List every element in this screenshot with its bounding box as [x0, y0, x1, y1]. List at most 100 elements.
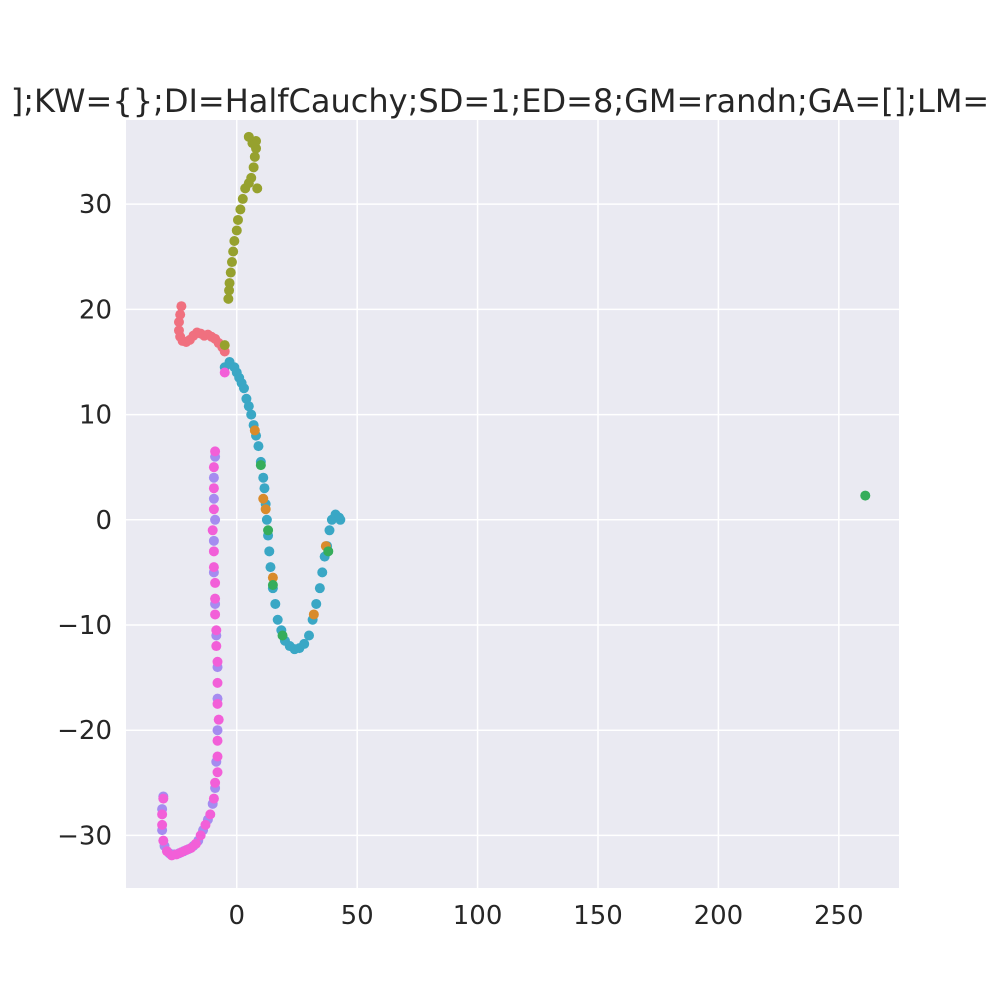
y-tick-label: −10	[57, 611, 112, 641]
data-point	[207, 525, 218, 536]
y-tick-label: 10	[79, 401, 112, 431]
data-point	[211, 641, 222, 652]
data-point	[211, 625, 222, 636]
data-point	[258, 493, 269, 504]
y-axis-ticks: −30 −20 −10 0 10 20 30	[57, 190, 112, 851]
data-point	[219, 340, 230, 351]
data-point	[157, 819, 168, 830]
x-tick-label: 200	[694, 901, 744, 931]
data-point	[238, 383, 249, 394]
series-4	[255, 460, 871, 641]
data-point	[277, 630, 288, 641]
data-point	[210, 593, 221, 604]
x-tick-label: 100	[453, 901, 503, 931]
data-point	[212, 735, 223, 746]
data-point	[210, 577, 221, 588]
data-point	[173, 316, 184, 327]
data-point	[253, 441, 264, 452]
data-point	[324, 525, 335, 536]
series-1	[219, 131, 263, 351]
data-point	[210, 777, 221, 788]
data-point	[208, 562, 219, 573]
data-point	[249, 151, 260, 162]
data-point	[237, 193, 248, 204]
data-point	[208, 546, 219, 557]
data-point	[243, 401, 254, 412]
series-3	[249, 425, 331, 620]
data-point	[210, 514, 221, 525]
series-6	[157, 367, 230, 861]
data-point	[264, 546, 275, 557]
data-point	[860, 490, 871, 501]
data-point	[317, 567, 328, 578]
data-point	[208, 462, 219, 473]
data-point	[200, 819, 211, 830]
data-points	[157, 131, 871, 861]
data-point	[208, 793, 219, 804]
x-tick-label: 0	[228, 901, 245, 931]
data-point	[246, 172, 257, 183]
data-point	[175, 309, 186, 320]
data-point	[260, 504, 271, 515]
data-point	[205, 809, 216, 820]
data-point	[212, 751, 223, 762]
chart-title: ];KW={};DI=HalfCauchy;SD=1;ED=8;GM=randn…	[11, 82, 989, 120]
data-point	[311, 598, 322, 609]
y-tick-label: −30	[57, 821, 112, 851]
data-point	[314, 583, 325, 594]
data-point	[176, 301, 187, 312]
data-point	[255, 460, 266, 471]
data-point	[267, 572, 278, 583]
data-point	[258, 472, 269, 483]
y-tick-label: −20	[57, 716, 112, 746]
data-point	[195, 830, 206, 841]
data-point	[249, 425, 260, 436]
data-point	[248, 162, 259, 173]
data-point	[272, 614, 283, 625]
data-point	[212, 677, 223, 688]
y-tick-label: 0	[95, 506, 112, 536]
data-point	[208, 493, 219, 504]
x-tick-label: 250	[814, 901, 864, 931]
data-point	[259, 483, 270, 494]
plot-area	[126, 120, 899, 888]
data-point	[232, 214, 243, 225]
data-point	[228, 246, 239, 257]
data-point	[225, 267, 236, 278]
data-point	[219, 367, 230, 378]
data-point	[246, 409, 257, 420]
data-point	[224, 285, 235, 296]
data-point	[243, 131, 254, 142]
data-point	[210, 609, 221, 620]
data-point	[212, 656, 223, 667]
data-point	[210, 446, 221, 457]
data-point	[263, 525, 274, 536]
data-point	[158, 793, 169, 804]
data-point	[208, 472, 219, 483]
series-0	[173, 301, 230, 357]
data-point	[304, 630, 315, 641]
data-point	[158, 835, 169, 846]
data-point	[229, 235, 240, 246]
data-point	[265, 562, 276, 573]
x-tick-label: 50	[341, 901, 374, 931]
data-point	[323, 546, 334, 557]
data-point	[161, 846, 172, 857]
data-point	[270, 598, 281, 609]
data-point	[267, 580, 278, 591]
data-point	[252, 183, 263, 194]
y-tick-label: 30	[79, 190, 112, 220]
data-point	[213, 714, 224, 725]
data-point	[224, 278, 235, 289]
data-point	[226, 257, 237, 268]
data-point	[261, 514, 272, 525]
data-point	[235, 204, 246, 215]
data-point	[308, 609, 319, 620]
data-point	[212, 767, 223, 778]
data-point	[212, 725, 223, 736]
data-point	[299, 638, 310, 649]
data-point	[223, 293, 234, 304]
data-point	[335, 514, 346, 525]
x-axis-ticks: 0 50 100 150 200 250	[228, 901, 863, 931]
